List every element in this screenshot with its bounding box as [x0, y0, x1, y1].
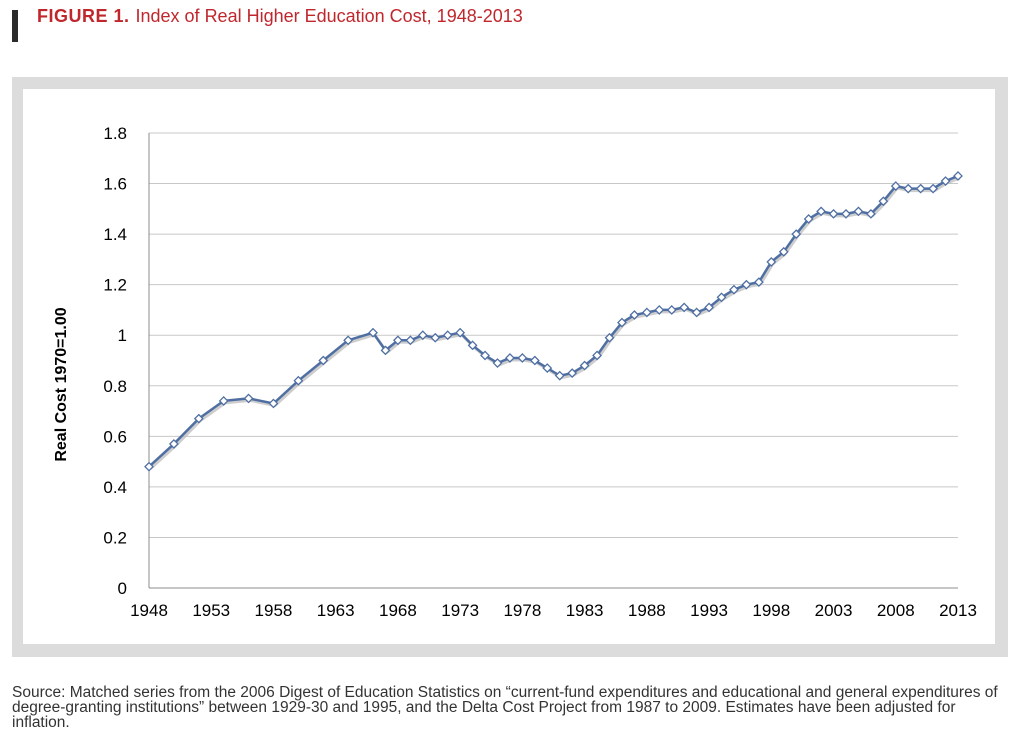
data-point [604, 332, 615, 343]
data-point [567, 368, 578, 379]
data-point [368, 327, 378, 338]
data-point [903, 183, 914, 194]
y-tick-label: 1.2 [103, 276, 127, 295]
data-point [679, 302, 690, 313]
figure-label: FIGURE 1. [37, 6, 130, 26]
x-tick-label: 1998 [752, 601, 790, 620]
data-point [193, 413, 204, 424]
y-tick-label: 1 [118, 326, 127, 345]
data-point [803, 214, 814, 224]
data-point [617, 317, 627, 328]
data-point [940, 176, 951, 186]
data-point [953, 171, 963, 181]
series-line [148, 174, 959, 468]
data-point [778, 246, 789, 257]
figure-title: FIGURE 1. Index of Real Higher Education … [37, 6, 523, 27]
y-tick-label: 0.2 [103, 528, 127, 547]
x-tick-label: 1968 [379, 601, 417, 620]
data-point [741, 279, 752, 290]
y-tick-label: 1.8 [103, 124, 127, 143]
x-tick-label: 1983 [566, 601, 604, 620]
x-tick-label: 2003 [815, 601, 853, 620]
data-point [579, 360, 590, 371]
x-tick-label: 1953 [192, 601, 230, 620]
data-point [791, 229, 802, 240]
data-point [704, 302, 714, 313]
title-accent-bar [12, 10, 18, 42]
data-point [442, 330, 453, 341]
data-point [343, 335, 354, 346]
data-point [542, 363, 553, 374]
data-point [641, 307, 652, 318]
data-point [517, 353, 528, 363]
data-point [393, 335, 403, 346]
data-point [144, 461, 154, 472]
chart-area [23, 89, 995, 644]
data-point [890, 181, 901, 192]
data-point [467, 340, 478, 351]
data-point [430, 332, 441, 343]
data-point [380, 345, 391, 356]
data-point [841, 208, 851, 219]
data-point [218, 396, 229, 406]
data-point [816, 206, 827, 217]
data-point [293, 375, 304, 386]
data-point [168, 438, 179, 449]
x-tick-label: 1973 [441, 601, 479, 620]
data-point [928, 183, 939, 194]
data-point [716, 292, 727, 303]
series-line-shadow [149, 176, 961, 470]
y-axis-label: Real Cost 1970=1.00 [53, 307, 70, 461]
x-tick-label: 1948 [130, 601, 168, 620]
data-point [865, 208, 876, 219]
x-tick-label: 1988 [628, 601, 666, 620]
data-point [878, 196, 889, 207]
data-point [480, 350, 490, 361]
data-point [592, 350, 602, 361]
data-point [492, 358, 503, 368]
y-tick-label: 0.6 [103, 427, 127, 446]
data-point [455, 327, 466, 338]
x-tick-label: 1958 [255, 601, 293, 620]
data-point [529, 355, 540, 366]
data-point [766, 256, 777, 267]
figure-title-text: Index of Real Higher Education Cost, 194… [135, 6, 523, 26]
data-point [654, 305, 665, 315]
data-point [828, 208, 839, 219]
y-tick-label: 1.6 [103, 175, 127, 194]
y-tick-label: 0 [118, 579, 127, 598]
y-tick-label: 0.8 [103, 377, 127, 396]
data-point [691, 307, 702, 318]
x-tick-label: 1978 [503, 601, 541, 620]
x-tick-label: 2013 [939, 601, 977, 620]
data-point [505, 353, 515, 363]
data-point [243, 393, 254, 404]
x-tick-label: 1993 [690, 601, 728, 620]
y-tick-label: 1.4 [103, 225, 127, 244]
data-point [666, 305, 677, 315]
source-note: Source: Matched series from the 2006 Dig… [12, 684, 998, 731]
data-point [629, 310, 640, 320]
data-point [729, 284, 739, 295]
data-point [915, 183, 926, 194]
data-point [417, 330, 428, 341]
data-point [554, 370, 565, 381]
data-point [753, 277, 764, 288]
data-point [268, 398, 279, 409]
x-tick-label: 1963 [317, 601, 355, 620]
data-point [318, 355, 329, 366]
data-point [405, 335, 416, 346]
x-tick-label: 2008 [877, 601, 915, 620]
data-point [853, 206, 864, 217]
y-tick-label: 0.4 [103, 478, 127, 497]
